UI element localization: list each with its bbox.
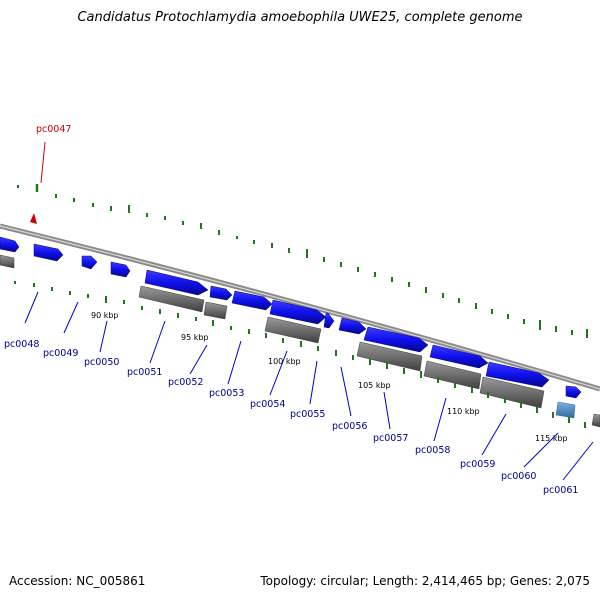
gene-label: pc0049 xyxy=(43,348,78,359)
forward-strand-genes xyxy=(0,236,582,399)
gene-label: pc0053 xyxy=(209,388,244,399)
topology-text: Topology: circular; Length: 2,414,465 bp… xyxy=(260,574,590,588)
gene-label: pc0048 xyxy=(4,339,39,350)
gene-label: pc0060 xyxy=(501,471,536,482)
gene-label: pc0050 xyxy=(84,357,119,368)
highlight-gene-marker: pc0047 xyxy=(30,124,71,224)
accession-text: Accession: NC_005861 xyxy=(9,574,146,588)
highlight-gene-label: pc0047 xyxy=(36,124,71,135)
gc-outer-ticks xyxy=(17,184,588,338)
gene-label: pc0058 xyxy=(415,445,450,456)
gc-inner-ticks xyxy=(14,281,586,428)
gene-label: pc0055 xyxy=(290,409,325,420)
map-title: Candidatus Protochlamydia amoebophila UW… xyxy=(77,10,523,25)
light-blue-gene xyxy=(555,401,576,419)
kbp-label: 110 kbp xyxy=(447,407,480,416)
gene-leader-lines xyxy=(24,291,594,481)
kbp-label: 100 kbp xyxy=(268,357,301,366)
gene-label: pc0051 xyxy=(127,367,162,378)
kbp-label: 115 kbp xyxy=(535,434,568,443)
gene-label: pc0054 xyxy=(250,399,285,410)
gene-label: pc0059 xyxy=(460,459,495,470)
reverse-strand-genes xyxy=(0,254,600,428)
gene-label: pc0061 xyxy=(543,485,578,496)
kbp-label: 95 kbp xyxy=(181,333,209,342)
gene-labels: pc0048 pc0049 pc0050 pc0051 pc0052 pc005… xyxy=(4,339,578,496)
genome-backbone xyxy=(0,223,600,392)
gene-label: pc0052 xyxy=(168,377,203,388)
kbp-label: 105 kbp xyxy=(358,381,391,390)
gene-label: pc0056 xyxy=(332,421,367,432)
kbp-labels: 90 kbp 95 kbp 100 kbp 105 kbp 110 kbp 11… xyxy=(91,311,568,443)
kbp-label: 90 kbp xyxy=(91,311,119,320)
gene-label: pc0057 xyxy=(373,433,408,444)
